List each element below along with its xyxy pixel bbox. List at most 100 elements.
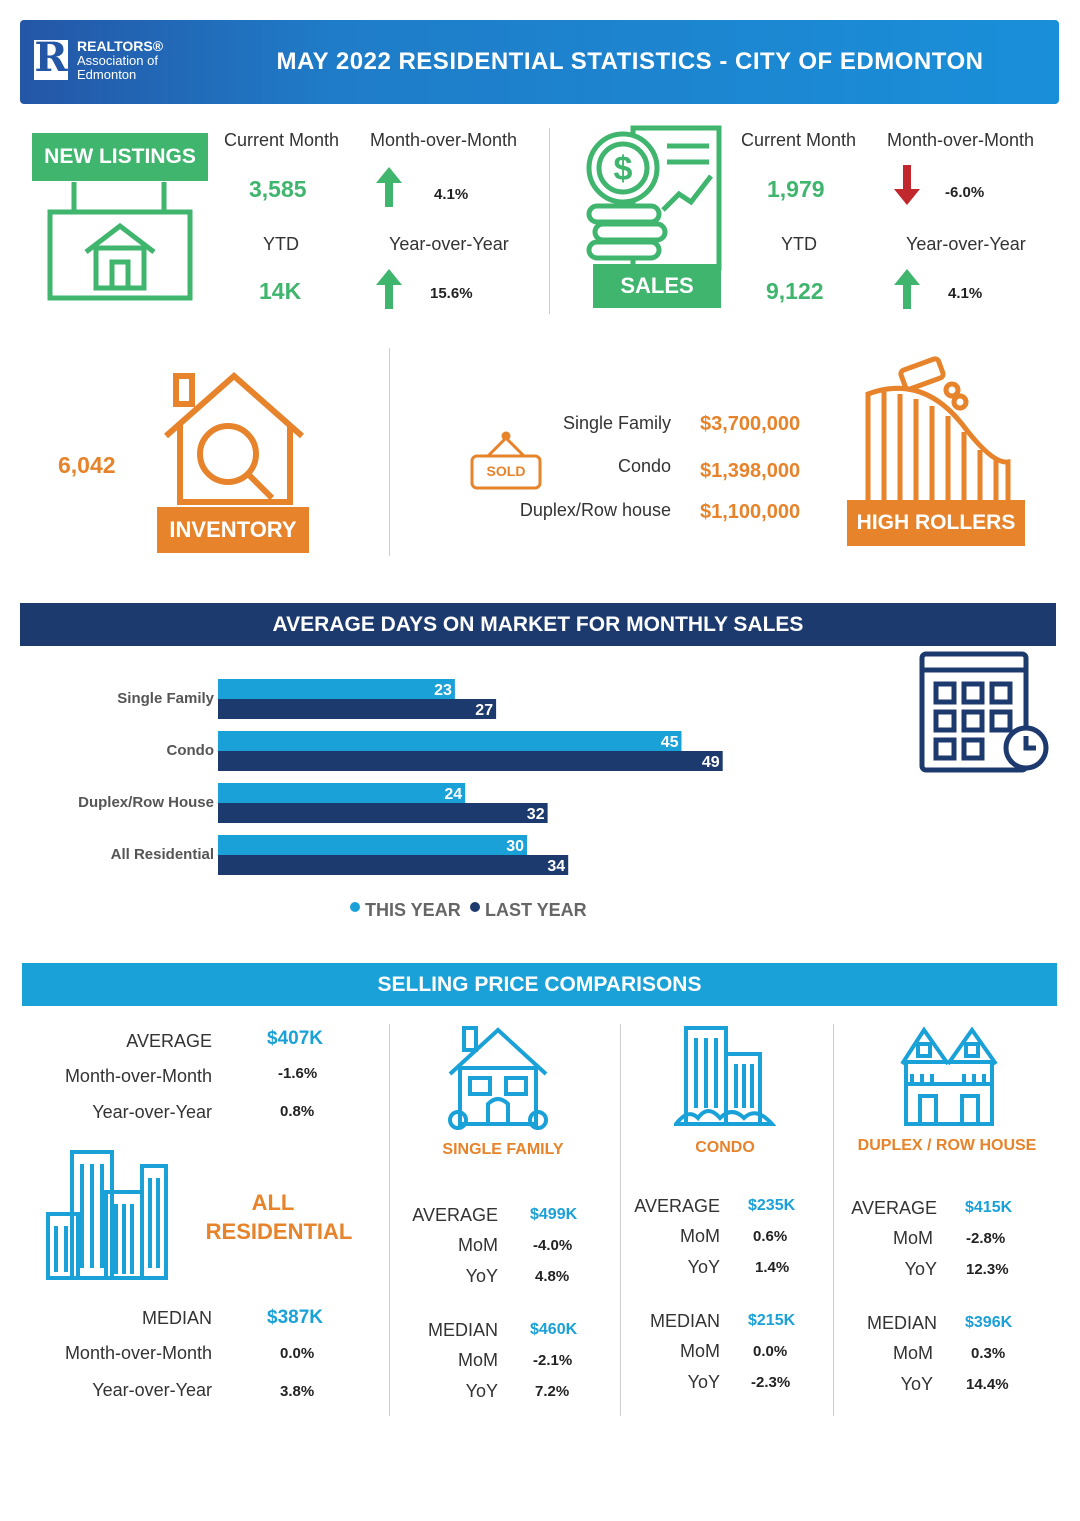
days-on-market-chart: Single Family 23 27 Condo 45 49 Duplex/Row Hou… bbox=[78, 679, 723, 875]
sf-average-value: $499K bbox=[530, 1206, 578, 1223]
category-label-condo: Condo bbox=[167, 742, 214, 759]
bar-value-label-duplex-row-house-last-year: 32 bbox=[527, 806, 545, 823]
logo-line3: Edmonton bbox=[77, 67, 137, 82]
sf-median-label: MEDIAN bbox=[427, 1320, 498, 1340]
nl-mom-label: Month-over-Month bbox=[370, 130, 518, 150]
bar-value-label-single-family-this-year: 23 bbox=[434, 682, 452, 699]
bar-duplex-row-house-this-year bbox=[218, 783, 466, 803]
calendar-clock-icon bbox=[919, 651, 1049, 773]
up-arrow-icon bbox=[376, 269, 402, 309]
inventory-value: 6,042 bbox=[58, 452, 116, 478]
duplex-average-value: $415K bbox=[965, 1199, 1013, 1216]
nl-mom-value: 4.1% bbox=[434, 186, 469, 203]
condo-avg-yoy-value: 1.4% bbox=[755, 1259, 790, 1276]
selling-price-title: SELLING PRICE COMPARISONS bbox=[22, 963, 1057, 1006]
hr-value-duplex: $1,100,000 bbox=[700, 501, 801, 523]
category-label-duplex-row-house: Duplex/Row House bbox=[78, 794, 214, 811]
divider bbox=[549, 128, 550, 314]
ar-avg-yoy-value: 0.8% bbox=[280, 1103, 315, 1120]
divider bbox=[389, 348, 390, 556]
realtor-logo-icon bbox=[34, 40, 68, 80]
logo-line2: Association of bbox=[77, 53, 158, 68]
duplex-med-yoy-label: YoY bbox=[900, 1374, 933, 1394]
up-arrow-icon bbox=[894, 269, 920, 309]
ar-average-value: $407K bbox=[267, 1028, 323, 1049]
divider bbox=[389, 1024, 390, 1416]
duplex-median-value: $396K bbox=[965, 1314, 1013, 1331]
bar-duplex-row-house-last-year bbox=[218, 803, 548, 823]
sf-avg-yoy-label: YoY bbox=[465, 1266, 498, 1286]
sales-ytd-label: YTD bbox=[781, 234, 817, 254]
bar-all-residential-last-year bbox=[218, 855, 569, 875]
condo-median-label: MEDIAN bbox=[649, 1311, 720, 1331]
duplex-avg-mom-value: -2.8% bbox=[966, 1230, 1006, 1247]
sales-current-month-value: 1,979 bbox=[767, 176, 825, 202]
divider bbox=[833, 1024, 834, 1416]
nl-ytd-value: 14K bbox=[259, 278, 302, 304]
bar-value-label-single-family-last-year: 27 bbox=[475, 702, 493, 719]
duplex-med-mom-label: MoM bbox=[893, 1343, 933, 1363]
down-arrow-icon bbox=[894, 165, 920, 205]
bar-single-family-this-year bbox=[218, 679, 455, 699]
nl-current-month-value: 3,585 bbox=[249, 176, 307, 202]
sf-average-label: AVERAGE bbox=[412, 1205, 498, 1225]
new-listings-badge: NEW LISTINGS bbox=[32, 133, 208, 181]
house-search-icon bbox=[164, 371, 304, 505]
bar-value-label-condo-this-year: 45 bbox=[661, 734, 679, 751]
bar-value-label-all-residential-last-year: 34 bbox=[547, 858, 565, 875]
up-arrow-icon bbox=[376, 167, 402, 207]
hr-value-single-family: $3,700,000 bbox=[700, 413, 801, 435]
sf-med-mom-label: MoM bbox=[458, 1350, 498, 1370]
sf-median-value: $460K bbox=[530, 1321, 578, 1338]
divider bbox=[620, 1024, 621, 1416]
days-on-market-title: AVERAGE DAYS ON MARKET FOR MONTHLY SALES bbox=[20, 603, 1056, 646]
sf-med-yoy-label: YoY bbox=[465, 1381, 498, 1401]
condo-med-mom-value: 0.0% bbox=[753, 1343, 788, 1360]
condo-avg-mom-label: MoM bbox=[680, 1226, 720, 1246]
ar-med-mom-value: 0.0% bbox=[280, 1345, 315, 1362]
bar-condo-last-year bbox=[218, 751, 723, 771]
sf-name: SINGLE FAMILY bbox=[442, 1141, 564, 1158]
category-label-all-residential: All Residential bbox=[111, 846, 214, 863]
bar-single-family-last-year bbox=[218, 699, 497, 719]
condo-name: CONDO bbox=[695, 1139, 755, 1156]
sf-avg-mom-value: -4.0% bbox=[533, 1237, 573, 1254]
ar-average-label: AVERAGE bbox=[126, 1031, 212, 1051]
hr-label-condo: Condo bbox=[617, 456, 671, 476]
bar-value-label-duplex-row-house-this-year: 24 bbox=[444, 786, 462, 803]
ar-med-mom-label: Month-over-Month bbox=[64, 1343, 212, 1363]
sf-avg-yoy-value: 4.8% bbox=[535, 1268, 570, 1285]
condo-average-label: AVERAGE bbox=[634, 1196, 720, 1216]
bar-value-label-condo-last-year: 49 bbox=[702, 754, 720, 771]
nl-yoy-value: 15.6% bbox=[430, 285, 473, 302]
hr-label-duplex: Duplex/Row house bbox=[519, 500, 671, 520]
hr-value-condo: $1,398,000 bbox=[700, 460, 801, 482]
listing-sign-icon bbox=[47, 182, 193, 301]
condo-building-icon bbox=[674, 1026, 776, 1126]
duplex-average-label: AVERAGE bbox=[851, 1198, 937, 1218]
condo-avg-yoy-label: YoY bbox=[687, 1257, 720, 1277]
condo-med-yoy-value: -2.3% bbox=[751, 1374, 791, 1391]
duplex-med-mom-value: 0.3% bbox=[971, 1345, 1006, 1362]
inventory-badge: INVENTORY bbox=[157, 507, 309, 553]
ar-med-yoy-value: 3.8% bbox=[280, 1383, 315, 1400]
ar-name-line2: RESIDENTIAL bbox=[205, 1219, 353, 1244]
nl-current-month-label: Current Month bbox=[224, 130, 340, 150]
sf-avg-mom-label: MoM bbox=[458, 1235, 498, 1255]
hr-label-single-family: Single Family bbox=[562, 413, 671, 433]
duplex-avg-yoy-label: YoY bbox=[904, 1259, 937, 1279]
city-buildings-icon bbox=[46, 1150, 168, 1280]
sales-ytd-value: 9,122 bbox=[766, 278, 824, 304]
duplex-median-label: MEDIAN bbox=[866, 1313, 937, 1333]
duplex-avg-mom-label: MoM bbox=[893, 1228, 933, 1248]
sales-mom-label: Month-over-Month bbox=[887, 130, 1035, 150]
bar-value-label-all-residential-this-year: 30 bbox=[506, 838, 524, 855]
roller-coaster-icon bbox=[865, 356, 1011, 500]
sales-money-icon: $ bbox=[586, 125, 722, 271]
sales-yoy-label: Year-over-Year bbox=[906, 234, 1026, 254]
sold-sign-icon bbox=[470, 431, 542, 490]
sales-yoy-value: 4.1% bbox=[948, 285, 983, 302]
ar-avg-mom-value: -1.6% bbox=[278, 1065, 318, 1082]
legend-this-year-dot bbox=[350, 902, 360, 912]
logo-line1: REALTORS® bbox=[77, 38, 164, 54]
